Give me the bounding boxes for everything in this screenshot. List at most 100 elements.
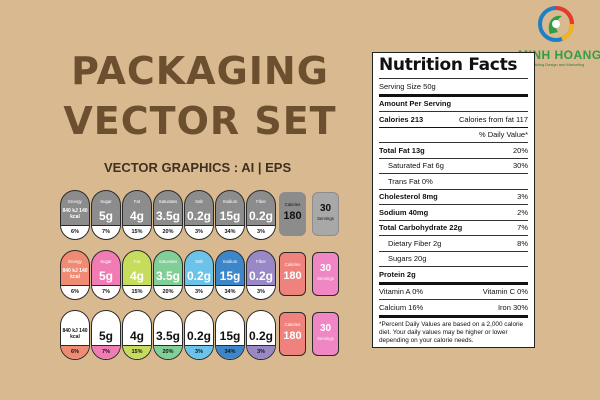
pill-value: 15g <box>219 329 241 343</box>
pill-value: 3.5g <box>155 329 180 343</box>
servings-box: Servings 30 <box>312 252 339 296</box>
calories-label: Calories <box>284 322 301 327</box>
servings-box: Servings 30 <box>312 312 339 356</box>
pill-name: Energy <box>68 199 82 204</box>
amount-per-serving: Amount Per Serving <box>379 99 452 109</box>
nutrient-row: Dietary Fiber 2g 8% <box>379 235 528 251</box>
servings-value: 30 <box>319 203 332 214</box>
pill-percent: 3% <box>185 225 213 239</box>
pill-value: 0.2g <box>248 269 273 283</box>
pill-value: 0.2g <box>186 269 211 283</box>
nutrient-pill: 3.5g 20% <box>153 310 183 360</box>
calories-label: Calories <box>284 262 301 267</box>
pill-name: Salt <box>195 259 203 264</box>
nutrient-pill: Sodium 15g 34% <box>215 190 245 240</box>
nutrient-label: Saturated Fat 6g <box>388 161 444 171</box>
pill-percent: 15% <box>123 285 151 299</box>
daily-value-header: % Daily Value* <box>478 130 528 140</box>
nutrient-pill: 0.2g 3% <box>184 310 214 360</box>
pill-percent: 3% <box>185 345 213 359</box>
pill-percent: 7% <box>92 345 120 359</box>
nutrient-row: Sodium 40mg 2% <box>379 204 528 220</box>
headline-line-1: PACKAGING <box>71 49 329 93</box>
nutrient-row: Saturated Fat 6g 30% <box>379 157 528 174</box>
pill-name: Fiber <box>256 259 266 264</box>
pill-value: 4g <box>129 209 144 223</box>
nutrient-pill: 0.2g 3% <box>246 310 276 360</box>
pill-percent: 20% <box>154 285 182 299</box>
pill-value: 840 kJ 140 kcal <box>62 208 88 221</box>
nutrient-percent: 3% <box>517 192 528 202</box>
brand-logo[interactable]: MINH HOANG Building Design and Marketing <box>518 2 600 76</box>
serving-size-row: Serving Size 50g <box>379 78 528 94</box>
pill-value: 840 kJ 140 kcal <box>62 328 88 341</box>
pill-name: Saturates <box>158 199 178 204</box>
pill-value: 0.2g <box>186 329 211 343</box>
pill-value: 5g <box>98 209 113 223</box>
nutrient-pill: Sodium 15g 34% <box>215 250 245 300</box>
pill-value: 0.2g <box>186 209 211 223</box>
pill-percent: 3% <box>247 285 275 299</box>
nutrient-label: Total Fat 13g <box>379 145 425 155</box>
calories-from-fat: Calories from fat 117 <box>458 114 528 124</box>
daily-value-header-row: % Daily Value* <box>379 126 528 143</box>
pill-name: Sugar <box>100 199 112 204</box>
nutrient-rows: Total Fat 13g 20% Saturated Fat 6g 30% Trans… <box>379 142 528 282</box>
nutrient-pill: Energy 840 kJ 140 kcal 6% <box>60 190 90 240</box>
servings-box: Servings 30 <box>312 192 339 236</box>
nutrient-percent: 7% <box>517 223 528 233</box>
pill-percent: 15% <box>123 225 151 239</box>
nutrient-percent: 2% <box>517 207 528 217</box>
pill-percent: 6% <box>61 225 89 239</box>
daily-value-footnote: *Percent Daily Values are based on a 2,0… <box>379 314 528 345</box>
calories-row: Calories 213 Calories from fat 117 <box>379 111 528 127</box>
pill-value: 4g <box>129 269 144 283</box>
vitamin-c: Vitamin C 0% <box>482 287 528 297</box>
servings-label: Servings <box>317 276 334 281</box>
nutrient-label: Sugars 20g <box>388 254 427 264</box>
vitamin-row: Vitamin A 0% Vitamin C 0% <box>379 281 528 300</box>
pill-percent: 3% <box>247 225 275 239</box>
amount-per-serving-row: Amount Per Serving <box>379 93 528 112</box>
pill-percent: 20% <box>154 345 182 359</box>
calories-box: Calories 180 <box>279 192 306 236</box>
pill-value: 5g <box>98 329 113 343</box>
calcium: Calcium 16% <box>379 302 424 312</box>
pill-name: Fiber <box>256 199 266 204</box>
label-set-grey: Energy 840 kJ 140 kcal 6% Sugar 5g 7% Fat 4g 15%… <box>60 190 350 250</box>
nutrient-label: Sodium 40mg <box>379 207 429 217</box>
nutrition-facts-panel: Nutrition Facts Serving Size 50g Amount … <box>372 52 535 348</box>
iron: Iron 30% <box>497 302 528 312</box>
calories-label: Calories <box>284 202 301 207</box>
pill-value: 15g <box>219 269 241 283</box>
serving-size: Serving Size 50g <box>379 81 436 91</box>
pill-percent: 7% <box>92 225 120 239</box>
nutrient-label: Total Carbohydrate 22g <box>379 223 463 233</box>
servings-label: Servings <box>317 336 334 341</box>
nutrient-row: Sugars 20g <box>379 250 528 267</box>
pill-value: 0.2g <box>248 329 273 343</box>
pill-name: Sodium <box>222 259 238 264</box>
pill-percent: 7% <box>92 285 120 299</box>
nutrient-pill: Fat 4g 15% <box>122 190 152 240</box>
pill-value: 840 kJ 140 kcal <box>62 268 88 281</box>
nutrient-row: Trans Fat 0% <box>379 173 528 189</box>
nutrient-pill: Fiber 0.2g 3% <box>246 190 276 240</box>
calories-value: 180 <box>283 330 302 342</box>
swirl-logo-icon <box>538 6 575 42</box>
nutrient-label: Protein 2g <box>379 269 416 279</box>
pill-percent: 6% <box>61 285 89 299</box>
brand-name: MINH HOANG <box>518 48 600 62</box>
pill-percent: 3% <box>185 285 213 299</box>
servings-value: 30 <box>319 263 332 274</box>
nutrition-title: Nutrition Facts <box>379 55 518 75</box>
pill-percent: 15% <box>123 345 151 359</box>
pill-percent: 34% <box>216 285 244 299</box>
pill-percent: 6% <box>61 345 89 359</box>
nutrient-pill: Salt 0.2g 3% <box>184 190 214 240</box>
pill-name: Sugar <box>100 259 112 264</box>
nutrient-pill: 4g 15% <box>122 310 152 360</box>
nutrient-pill: Sugar 5g 7% <box>91 190 121 240</box>
mineral-row: Calcium 16% Iron 30% <box>379 299 528 315</box>
brand-tagline: Building Design and Marketing <box>529 62 585 67</box>
